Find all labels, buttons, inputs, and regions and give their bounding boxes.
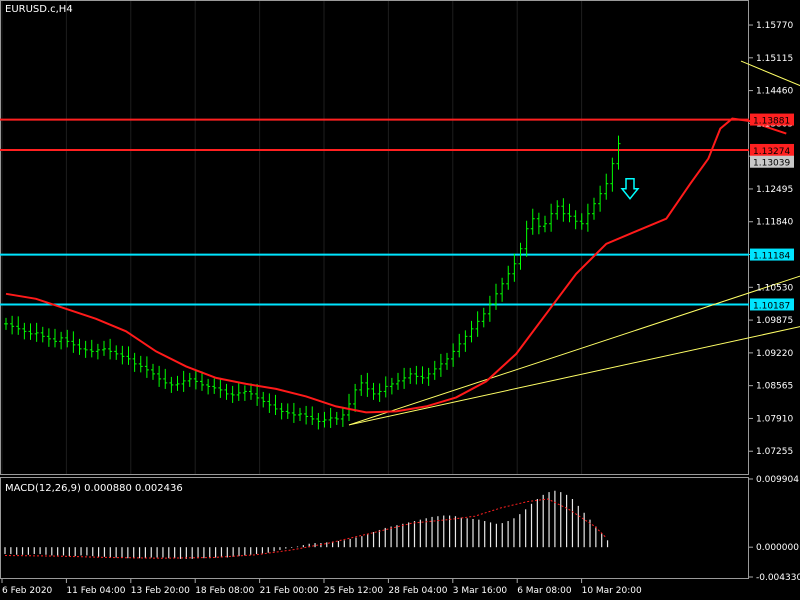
time-tick-label: 28 Feb 04:00: [388, 586, 447, 596]
trendline: [348, 275, 800, 426]
trendline: [348, 326, 800, 426]
price-tick-label: 1.07255: [756, 447, 793, 457]
price-tick-label: 1.07910: [756, 414, 793, 424]
time-axis: 6 Feb 2020 11 Feb 04:00 13 Feb 20:00 18 Feb…: [1, 579, 642, 596]
horizontal-line-label: 1.11184: [750, 248, 794, 262]
price-tick-label: 1.15770: [756, 21, 793, 31]
price-tick-label: 1.14460: [756, 87, 793, 97]
macd-tick-label: -0.004330: [756, 573, 800, 583]
label-text: 1.13881: [753, 117, 790, 127]
price-grid: [1, 1, 583, 474]
current-price-text: 1.13039: [753, 159, 790, 169]
price-axis: 1.157701.151151.144601.138051.131501.124…: [749, 21, 793, 457]
label-text: 1.13274: [753, 147, 790, 157]
macd-tick-label: 0.009904: [756, 475, 799, 485]
label-text: 1.10187: [753, 301, 790, 311]
chart-title: EURUSD.c,H4: [5, 4, 73, 15]
price-bars: [4, 135, 621, 430]
current-price-label: 1.13039: [750, 155, 794, 169]
macd-histogram: [4, 490, 609, 559]
label-box: [750, 113, 794, 126]
down-arrow-icon: [620, 177, 640, 200]
indicator-panel-border: [0, 477, 749, 579]
time-tick-label: 6 Mar 08:00: [517, 586, 572, 596]
arrow-shape: [620, 177, 640, 200]
time-tick-label: 21 Feb 00:00: [260, 586, 319, 596]
price-tick-label: 1.08565: [756, 382, 793, 392]
time-tick-label: 6 Feb 2020: [2, 586, 53, 596]
macd-label: MACD(12,26,9) 0.000880 0.002436: [5, 483, 183, 494]
horizontal-line-label: 1.10187: [750, 298, 794, 311]
horizontal-line-labels: 1.13881 1.13274 1.11184 1.10187: [750, 113, 794, 311]
label-box: [750, 143, 794, 156]
price-tick-label: 1.10530: [756, 283, 793, 293]
label-box: [750, 298, 794, 311]
horizontal-lines: [0, 118, 749, 306]
main-chart-border: [0, 0, 749, 475]
moving-average-line: [5, 117, 787, 414]
horizontal-line-label: 1.13274: [750, 143, 794, 157]
label-text: 1.11184: [753, 252, 790, 262]
macd-signal-line: [4, 498, 606, 559]
time-tick-label: 10 Mar 20:00: [582, 586, 642, 596]
time-tick-label: 25 Feb 12:00: [324, 586, 383, 596]
price-tick-label: 1.09220: [756, 349, 793, 359]
time-tick-label: 18 Feb 08:00: [195, 586, 254, 596]
time-tick-label: 11 Feb 04:00: [66, 586, 125, 596]
macd-tick-label: 0.000000: [756, 543, 799, 553]
horizontal-line-label: 1.13881: [750, 113, 794, 127]
current-price-box: [750, 155, 794, 168]
time-tick-label: 13 Feb 20:00: [131, 586, 190, 596]
price-tick-label: 1.12495: [756, 185, 793, 195]
price-tick-label: 1.15115: [756, 54, 793, 64]
time-tick-label: 3 Mar 16:00: [453, 586, 508, 596]
label-box: [750, 248, 794, 261]
macd-axis: 0.009904 0.000000 -0.004330: [749, 475, 800, 583]
price-tick-label: 1.09875: [756, 316, 793, 326]
price-tick-label: 1.11840: [756, 218, 793, 228]
